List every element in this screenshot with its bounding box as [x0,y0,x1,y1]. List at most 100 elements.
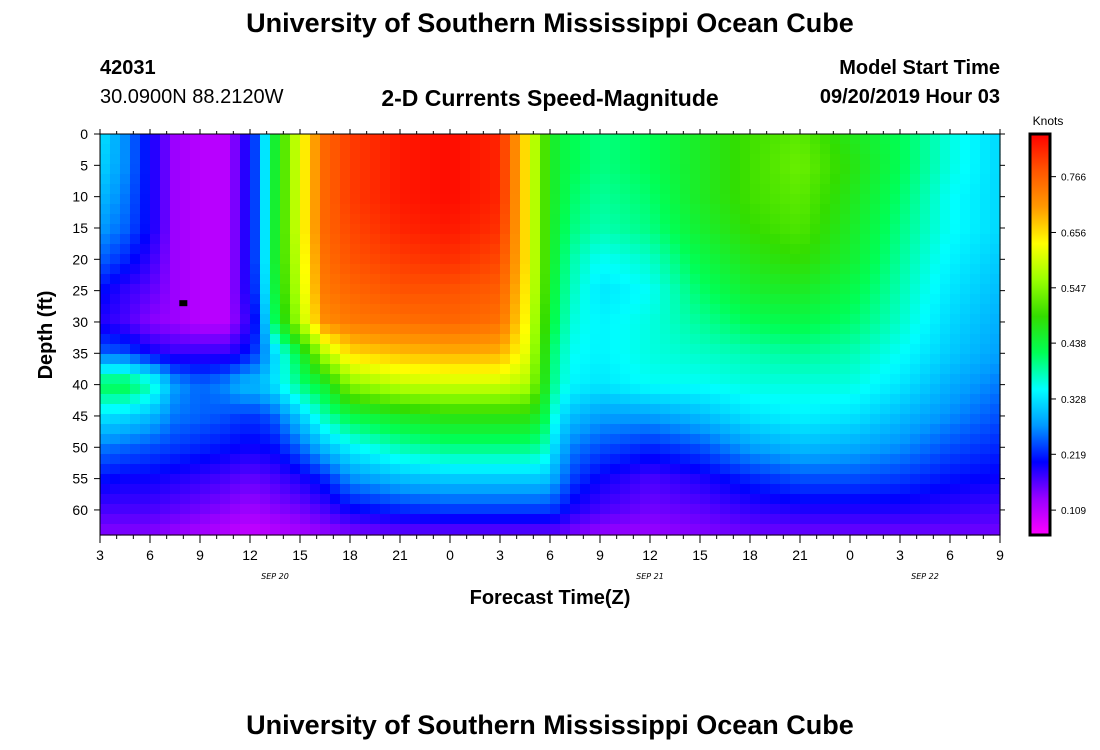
heatmap-cell [220,244,231,255]
heatmap-cell [880,234,891,245]
heatmap-cell [190,284,201,295]
heatmap-cell [110,314,121,325]
heatmap-cell [670,374,681,385]
heatmap-cell [630,424,641,435]
heatmap-cell [300,484,311,495]
heatmap-cell [690,234,701,245]
heatmap-cell [980,274,991,285]
heatmap-cell [420,334,431,345]
heatmap-cell [830,244,841,255]
heatmap-cell [590,154,601,165]
heatmap-cell [190,364,201,375]
heatmap-cell [330,234,341,245]
heatmap-cell [370,194,381,205]
heatmap-cell [180,234,191,245]
heatmap-cell [910,424,921,435]
heatmap-cell [300,414,311,425]
heatmap-cell [710,194,721,205]
heatmap-cell [560,344,571,355]
heatmap-cell [700,504,711,515]
heatmap-cell [940,284,951,295]
heatmap-cell [360,314,371,325]
heatmap-cell [240,244,251,255]
heatmap-cell [350,324,361,335]
heatmap-cell [730,264,741,275]
heatmap-cell [120,364,131,375]
heatmap-cell [730,454,741,465]
heatmap-cell [770,204,781,215]
heatmap-cell [820,284,831,295]
heatmap-cell [560,144,571,155]
heatmap-cell [370,214,381,225]
heatmap-cell [650,224,661,235]
heatmap-cell [990,134,1001,145]
heatmap-cell [300,454,311,465]
heatmap-cell [480,514,491,525]
heatmap-cell [320,444,331,455]
heatmap-cell [900,464,911,475]
heatmap-cell [300,174,311,185]
heatmap-cell [960,334,971,345]
heatmap-cell [100,504,111,515]
heatmap-cell [700,384,711,395]
heatmap-cell [130,244,141,255]
heatmap-cell [340,474,351,485]
heatmap-cell [480,254,491,265]
heatmap-cell [980,524,991,535]
heatmap-cell [290,194,301,205]
heatmap-cell [130,324,141,335]
heatmap-cell [130,404,141,415]
heatmap-cell [510,484,521,495]
heatmap-cell [730,444,741,455]
heatmap-cell [210,264,221,275]
heatmap-cell [800,344,811,355]
heatmap-cell [430,404,441,415]
heatmap-cell [930,434,941,445]
heatmap-cell [820,354,831,365]
heatmap-cell [850,284,861,295]
heatmap-cell [150,294,161,305]
heatmap-cell [990,494,1001,505]
heatmap-cell [520,404,531,415]
heatmap-cell [390,414,401,425]
heatmap-cell [900,214,911,225]
heatmap-cell [690,154,701,165]
heatmap-cell [180,284,191,295]
heatmap-cell [320,234,331,245]
heatmap-cell [530,474,541,485]
heatmap-cell [960,144,971,155]
heatmap-cell [820,524,831,535]
heatmap-cell [140,264,151,275]
heatmap-cell [790,364,801,375]
heatmap-cell [680,494,691,505]
heatmap-cell [420,484,431,495]
heatmap-cell [430,524,441,535]
heatmap-cell [570,404,581,415]
heatmap-cell [590,324,601,335]
heatmap-cell [510,324,521,335]
heatmap-cell [280,514,291,525]
heatmap-cell [740,214,751,225]
heatmap-cell [680,454,691,465]
heatmap-cell [180,274,191,285]
heatmap-cell [680,244,691,255]
heatmap-cell [350,184,361,195]
heatmap-cell [930,234,941,245]
heatmap-cell [910,504,921,515]
heatmap-cell [910,174,921,185]
heatmap-cell [530,344,541,355]
heatmap-cell [590,434,601,445]
heatmap-cell [980,344,991,355]
heatmap-cell [440,524,451,535]
heatmap-cell [310,264,321,275]
heatmap-cell [320,284,331,295]
heatmap-cell [490,374,501,385]
heatmap-cell [310,304,321,315]
heatmap-cell [290,484,301,495]
heatmap-cell [200,264,211,275]
heatmap-cell [960,164,971,175]
heatmap-cell [690,204,701,215]
heatmap-cell [260,374,271,385]
heatmap-cell [150,274,161,285]
heatmap-cell [150,164,161,175]
